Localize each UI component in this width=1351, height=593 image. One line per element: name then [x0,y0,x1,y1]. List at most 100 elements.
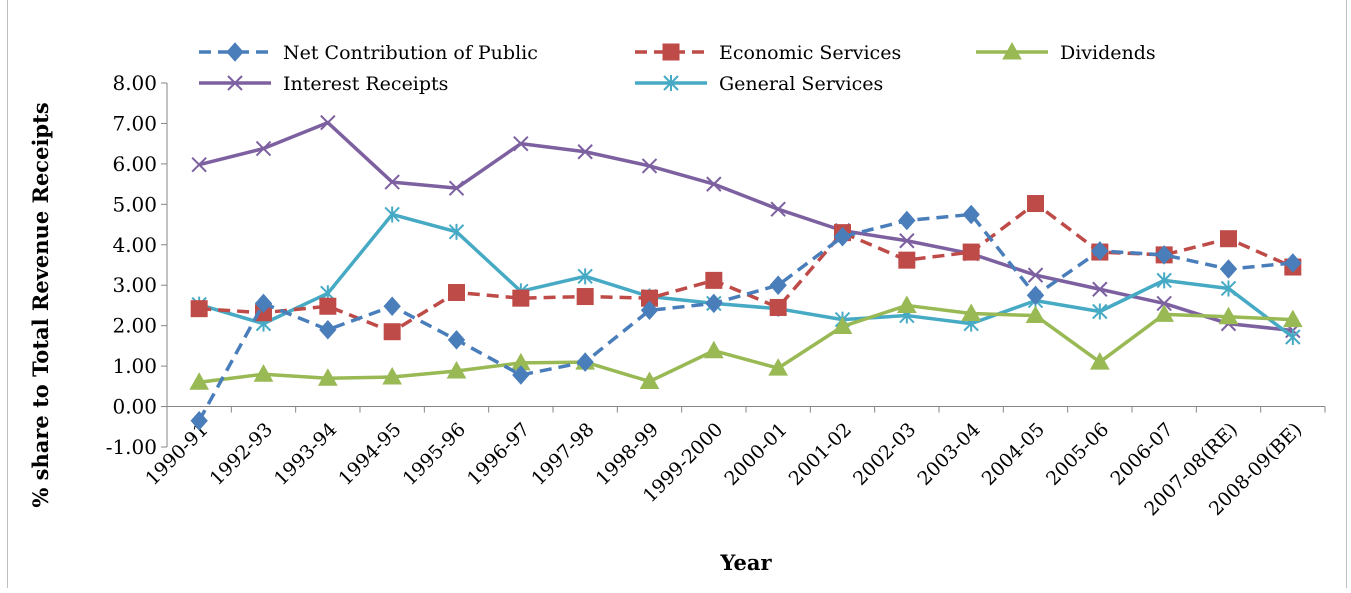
data-point [577,268,593,285]
data-point [1218,306,1239,325]
data-point [189,372,210,390]
data-point [962,204,980,225]
data-point [898,251,916,269]
data-point [383,323,401,341]
data-point [961,303,982,322]
x-tick-label: 1997-98 [527,419,598,490]
data-point [1089,352,1110,370]
y-tick-label: 6.00 [112,152,157,176]
series-interest-receipts [191,114,1301,339]
data-point [1025,305,1046,324]
data-point [1156,295,1172,312]
data-point [448,284,465,302]
series-line [199,201,1294,334]
data-point [446,360,467,379]
x-tick-label: 1993-94 [270,419,341,490]
series-line [198,120,1294,333]
data-point [513,135,529,152]
x-tick-label: 2003-04 [913,419,984,490]
legend-item: Economic Services [635,42,901,64]
x-tick-label: 2002-03 [849,419,920,490]
y-tick-label: 5.00 [112,192,157,216]
data-point [1091,241,1109,261]
data-point [190,410,208,431]
x-tick-label: 1995-96 [399,419,470,490]
data-point [896,295,917,313]
legend-label: Net Contribution of Public [283,42,538,64]
data-point [319,297,337,315]
series-dividends [189,295,1303,390]
data-point [705,293,723,314]
series-line [198,303,1293,385]
y-tick-label: 2.00 [112,314,157,338]
legend-label: General Services [719,73,883,95]
data-point [769,298,787,316]
data-point [768,358,789,376]
legend-item: General Services [635,73,883,95]
chart-frame: -1.00 0.00 1.00 2.00 3.00 4.00 5.00 6.00 7.00 8.0… [7,0,1347,588]
data-point [1026,285,1045,306]
data-point [1002,41,1022,60]
data-point [770,201,786,217]
data-point [833,226,852,247]
data-point [1220,230,1237,248]
data-point [899,233,915,249]
data-point [447,330,466,350]
data-point [705,271,723,289]
x-axis-title: Year [719,550,772,575]
y-tick-label: 0.00 [112,395,157,419]
data-point [448,180,465,196]
legend-label: Economic Services [719,42,901,64]
data-point [254,293,273,314]
x-tick-label: 1992-93 [206,419,277,490]
x-tick-label: 1996-97 [463,419,534,490]
data-point [1282,309,1303,328]
data-point [448,223,465,240]
data-point [1219,259,1238,279]
line-chart: -1.00 0.00 1.00 2.00 3.00 4.00 5.00 6.00 7.00 8.0… [28,41,1326,575]
data-point [317,368,338,386]
data-point [1154,304,1175,322]
data-point [255,140,272,157]
data-point [962,243,980,261]
data-point [190,300,208,318]
data-point [663,75,679,91]
data-point [577,144,593,160]
y-tick-label: 1.00 [112,354,157,378]
data-point [253,364,274,382]
legend-label: Interest Receipts [283,73,448,95]
series-net-contribution-of-public [190,204,1302,431]
series-general-services [191,206,1301,345]
y-tick-label: 4.00 [112,233,157,257]
data-point [1155,245,1173,265]
data-point [384,174,400,190]
x-tick-label: 2004-05 [978,419,1049,490]
legend: Net Contribution of Public Economic Servi… [199,41,1156,95]
y-tick-label: 3.00 [112,273,157,297]
data-point [191,156,207,173]
y-tick-label: -1.00 [106,435,157,459]
data-point [382,367,403,385]
x-tick-label: 2000-01 [720,419,791,490]
data-point [384,206,400,223]
x-tick-label: 2005-06 [1042,419,1113,490]
data-point [639,371,660,389]
data-point [640,300,659,321]
data-point [706,176,722,192]
data-point [769,275,787,295]
legend-item: Net Contribution of Public [199,42,538,64]
data-point [1027,267,1044,283]
data-point [898,210,916,231]
data-point [1285,328,1301,345]
data-point [512,289,530,307]
data-point [1092,281,1108,297]
data-point [383,296,401,317]
data-point [1220,280,1237,297]
data-point [227,75,243,91]
y-tick-label: 7.00 [112,111,157,135]
data-point [832,316,853,334]
data-point [576,352,594,372]
data-point [319,319,337,340]
data-point [512,365,530,385]
legend-item: Interest Receipts [199,73,448,95]
